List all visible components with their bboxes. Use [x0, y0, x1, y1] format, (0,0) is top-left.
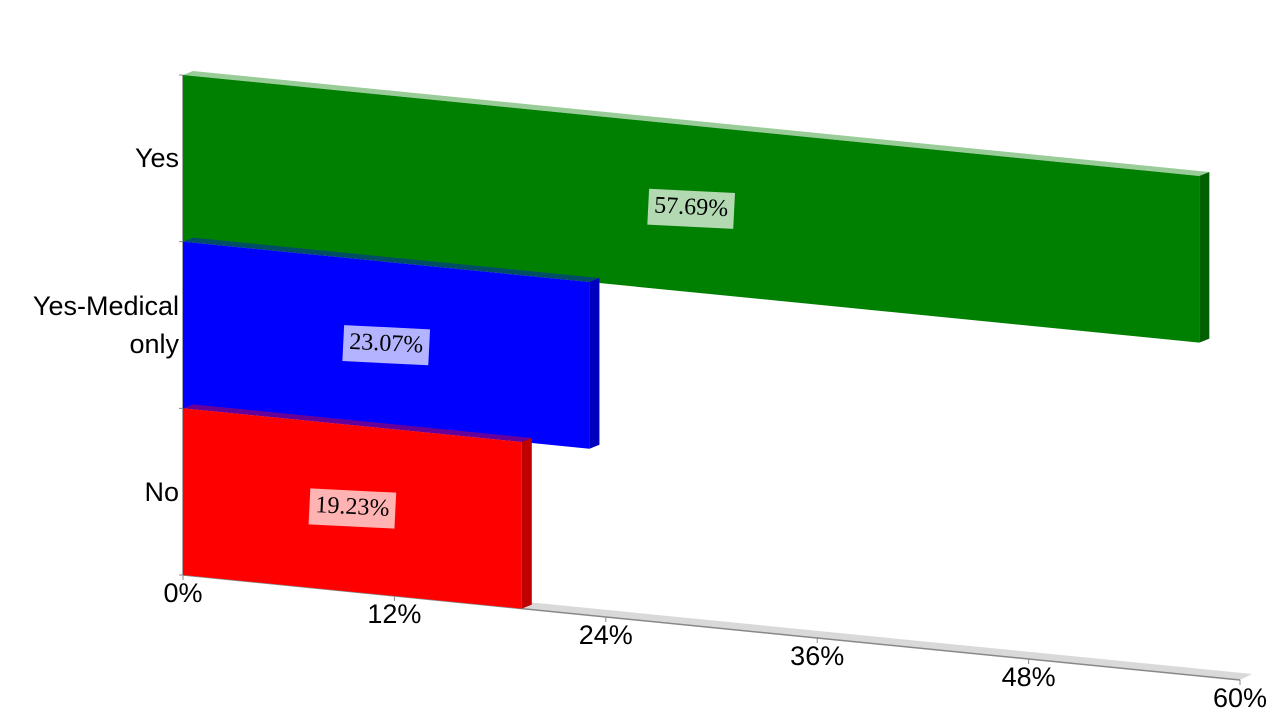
value-label: 19.23%	[315, 492, 390, 522]
bar-side-face	[521, 437, 532, 609]
value-label: 23.07%	[349, 329, 424, 359]
y-tick-label: Yes	[134, 143, 179, 174]
value-label-bg	[342, 325, 431, 366]
x-tick-label: 0%	[163, 578, 202, 608]
bar-side-face	[1199, 171, 1210, 343]
bar-top-face	[183, 404, 532, 442]
x-tick-label: 48%	[1002, 662, 1056, 692]
bar-side-shade	[521, 437, 532, 609]
y-tick-label: Yes-Medical only	[32, 291, 179, 359]
bar-side-shade	[1199, 171, 1210, 343]
value-label-bg	[647, 188, 735, 229]
bar-top-face	[183, 71, 1210, 176]
bar-side-face	[589, 278, 600, 449]
bar-side-shade	[589, 278, 600, 449]
bar-top-face	[183, 237, 600, 283]
value-label-bg	[308, 488, 397, 529]
x-tick-label: 12%	[367, 599, 421, 629]
x-tick-label: 60%	[1213, 683, 1267, 713]
x-tick-label: 24%	[579, 620, 633, 650]
x-tick-label: 36%	[790, 641, 844, 671]
y-tick-label: No	[144, 476, 179, 507]
value-label: 57.69%	[654, 192, 729, 222]
